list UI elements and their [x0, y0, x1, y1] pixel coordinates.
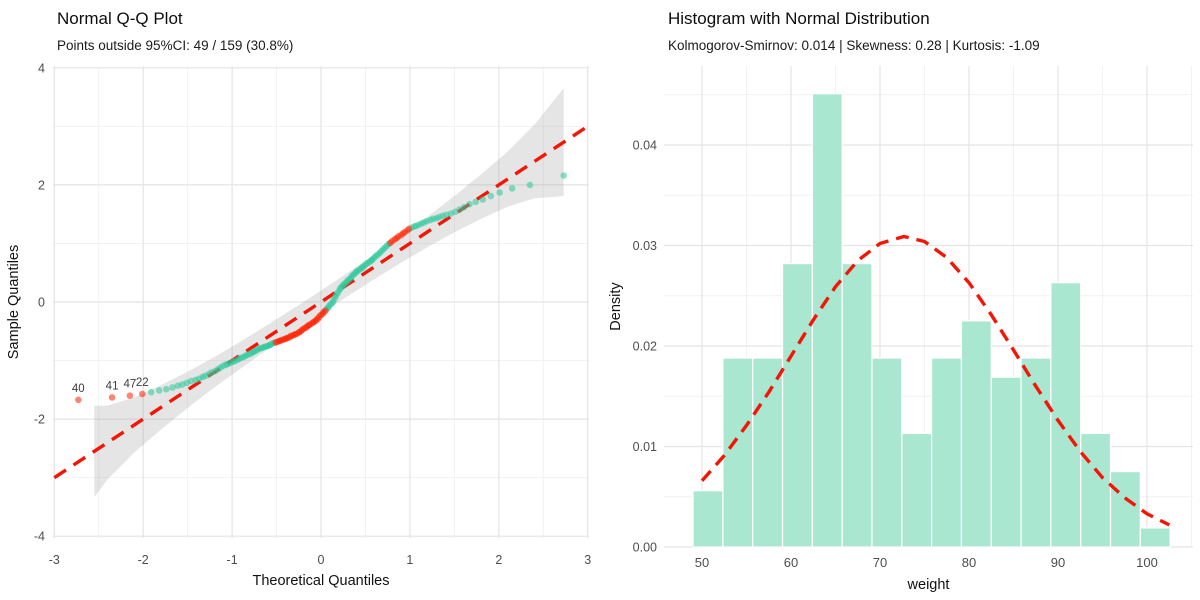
qq-point-outside	[139, 390, 146, 398]
qq-point-inside	[479, 196, 487, 203]
qq-outlier-label: 47	[123, 379, 136, 391]
hist-x-tick-label: 50	[695, 555, 709, 570]
qq-point-outside	[322, 307, 329, 315]
hist-x-tick-label: 60	[784, 555, 798, 570]
hist-x-axis-title: weight	[907, 577, 950, 593]
hist-bar	[781, 262, 813, 548]
qq-confidence-band	[94, 88, 564, 498]
qq-x-tick-label: 2	[495, 553, 502, 567]
qq-point-inside	[155, 387, 163, 394]
qq-x-tick-label: 0	[318, 553, 325, 567]
hist-bar	[1080, 432, 1112, 548]
qq-x-tick-label: -2	[138, 553, 149, 567]
qq-point-inside	[487, 192, 495, 200]
qq-point-outside	[108, 394, 116, 401]
qq-point-inside	[466, 200, 473, 208]
histogram-subtitle: Kolmogorov-Smirnov: 0.014 | Skewness: 0.…	[668, 38, 1040, 53]
hist-y-tick-label: 0.00	[633, 541, 657, 555]
hist-x-tick-label: 70	[873, 555, 887, 570]
hist-bar	[871, 357, 903, 548]
qq-y-tick-label: 4	[38, 61, 45, 75]
hist-y-tick-label: 0.02	[633, 340, 657, 354]
qq-outlier-label: 22	[136, 377, 149, 389]
hist-bar	[752, 357, 784, 548]
qq-plot-title: Normal Q-Q Plot	[57, 9, 183, 28]
qq-point-inside	[560, 172, 567, 179]
hist-bar	[1109, 471, 1141, 548]
qq-point-inside	[526, 181, 534, 189]
hist-bar	[901, 432, 933, 548]
hist-x-tick-label: 90	[1051, 555, 1065, 570]
hist-normal-curve	[700, 234, 1171, 527]
qq-x-axis-title: Theoretical Quantiles	[252, 573, 389, 589]
qq-reference-line	[53, 124, 589, 480]
qq-y-tick-label: -2	[34, 413, 45, 427]
qq-x-tick-label: -3	[49, 553, 60, 567]
qq-point-inside	[169, 384, 176, 391]
qq-point-outside	[405, 225, 413, 233]
qq-outlier-label: 40	[72, 383, 85, 395]
hist-bar	[1050, 282, 1082, 548]
qq-x-tick-label: 3	[584, 553, 591, 567]
hist-bar	[692, 490, 724, 548]
qq-y-tick-label: 0	[38, 296, 45, 310]
hist-y-tick-label: 0.03	[633, 239, 657, 253]
hist-x-tick-label: 80	[962, 555, 976, 570]
qq-plot-subtitle: Points outside 95%CI: 49 / 159 (30.8%)	[57, 38, 294, 53]
qq-point-inside	[508, 185, 516, 192]
qq-y-axis-title: Sample Quantiles	[6, 245, 22, 359]
hist-bar	[931, 357, 963, 548]
hist-bar	[960, 320, 992, 548]
hist-y-tick-label: 0.01	[633, 440, 657, 454]
hist-y-tick-label: 0.04	[633, 139, 657, 153]
qq-point-inside	[496, 189, 503, 196]
hist-bar	[990, 376, 1022, 548]
qq-point-inside	[163, 385, 170, 393]
qq-y-tick-label: -4	[34, 530, 45, 544]
hist-bar	[722, 357, 754, 548]
qq-x-tick-label: -1	[227, 553, 238, 567]
hist-bar	[1139, 527, 1171, 548]
hist-x-tick-label: 100	[1136, 555, 1158, 570]
hist-bar	[841, 262, 873, 548]
hist-y-axis-title: Density	[608, 282, 624, 331]
qq-x-tick-label: 1	[406, 553, 413, 567]
qq-point-inside	[147, 388, 155, 396]
hist-bar	[811, 93, 843, 548]
histogram-title: Histogram with Normal Distribution	[668, 9, 930, 28]
qq-point-inside	[460, 203, 468, 211]
qq-point-inside	[472, 198, 479, 206]
qq-y-tick-label: 2	[38, 178, 45, 192]
qq-point-outside	[126, 392, 134, 399]
qq-point-outside	[75, 396, 82, 404]
qq-outlier-label: 41	[106, 380, 119, 392]
